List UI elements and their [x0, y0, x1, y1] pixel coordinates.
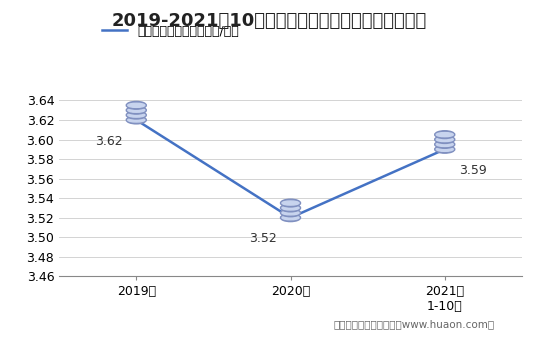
- Text: 3.62: 3.62: [95, 134, 122, 148]
- Ellipse shape: [282, 201, 299, 205]
- Ellipse shape: [436, 147, 454, 151]
- Ellipse shape: [435, 145, 455, 153]
- Ellipse shape: [126, 101, 146, 109]
- Legend: 粳米期货成交均价（万元/手）: 粳米期货成交均价（万元/手）: [102, 25, 239, 38]
- Ellipse shape: [126, 106, 146, 114]
- Ellipse shape: [128, 103, 145, 108]
- Ellipse shape: [280, 204, 301, 212]
- Ellipse shape: [126, 116, 146, 124]
- Ellipse shape: [282, 206, 299, 210]
- Ellipse shape: [128, 113, 145, 117]
- Ellipse shape: [280, 214, 301, 222]
- Ellipse shape: [435, 131, 455, 139]
- Ellipse shape: [435, 141, 455, 148]
- Ellipse shape: [128, 108, 145, 112]
- Text: 2019-2021年10月大连商品交易所粳米期货成交均价: 2019-2021年10月大连商品交易所粳米期货成交均价: [111, 12, 427, 30]
- Text: 制图：华经产业研究院（www.huaon.com）: 制图：华经产业研究院（www.huaon.com）: [334, 319, 494, 330]
- Ellipse shape: [436, 142, 454, 147]
- Ellipse shape: [280, 199, 301, 207]
- Ellipse shape: [128, 118, 145, 122]
- Ellipse shape: [436, 137, 454, 142]
- Ellipse shape: [435, 135, 455, 144]
- Ellipse shape: [282, 211, 299, 215]
- Ellipse shape: [436, 132, 454, 137]
- Text: 3.59: 3.59: [458, 164, 486, 177]
- Ellipse shape: [280, 209, 301, 217]
- Ellipse shape: [282, 216, 299, 220]
- Text: 3.52: 3.52: [249, 233, 277, 245]
- Ellipse shape: [126, 111, 146, 119]
